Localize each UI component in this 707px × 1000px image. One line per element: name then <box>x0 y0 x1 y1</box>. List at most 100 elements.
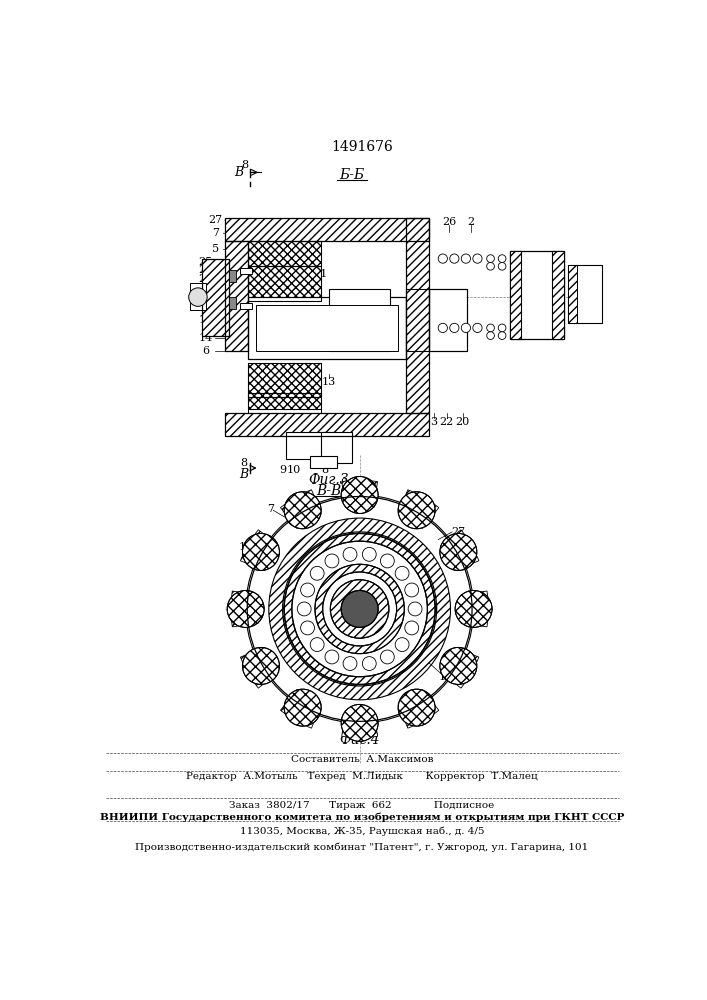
Circle shape <box>498 262 506 270</box>
Text: 13: 13 <box>439 672 453 682</box>
Bar <box>248 241 321 266</box>
Circle shape <box>380 650 395 664</box>
Circle shape <box>486 255 494 262</box>
Bar <box>406 218 429 413</box>
Circle shape <box>227 590 264 627</box>
Circle shape <box>486 262 494 270</box>
Text: 18: 18 <box>199 300 213 310</box>
Wedge shape <box>240 530 279 571</box>
Text: В: В <box>240 468 249 481</box>
Text: 21: 21 <box>570 309 584 319</box>
Circle shape <box>461 254 471 263</box>
Circle shape <box>341 704 378 741</box>
Bar <box>429 289 467 351</box>
Circle shape <box>395 566 409 580</box>
Bar <box>248 297 406 359</box>
Circle shape <box>363 657 376 670</box>
Text: 3: 3 <box>430 417 437 427</box>
Text: 113035, Москва, Ж-35, Раушская наб., д. 4/5: 113035, Москва, Ж-35, Раушская наб., д. … <box>240 827 484 836</box>
Circle shape <box>440 647 477 684</box>
Text: 8: 8 <box>322 465 329 475</box>
Bar <box>568 265 577 323</box>
Bar <box>248 266 321 301</box>
Bar <box>201 259 229 336</box>
Text: 13: 13 <box>322 377 336 387</box>
Text: 8: 8 <box>241 160 248 170</box>
Text: 7: 7 <box>212 228 219 238</box>
Text: 10: 10 <box>287 465 301 475</box>
Circle shape <box>486 332 494 339</box>
Bar <box>240 303 252 309</box>
Circle shape <box>498 255 506 262</box>
Text: 27: 27 <box>451 527 465 537</box>
Circle shape <box>473 323 482 333</box>
Circle shape <box>455 590 492 627</box>
Text: 12: 12 <box>349 350 363 360</box>
Text: 9: 9 <box>279 465 286 475</box>
Text: 17: 17 <box>298 323 312 333</box>
Wedge shape <box>398 490 439 528</box>
Circle shape <box>438 254 448 263</box>
Circle shape <box>243 533 279 570</box>
Wedge shape <box>461 591 489 627</box>
Bar <box>248 393 321 409</box>
Bar <box>248 363 321 397</box>
Bar <box>406 289 429 351</box>
Text: 16: 16 <box>199 308 213 318</box>
Bar <box>225 413 429 436</box>
Wedge shape <box>398 690 439 728</box>
Circle shape <box>341 590 378 627</box>
Text: 19: 19 <box>387 417 402 427</box>
Circle shape <box>398 689 435 726</box>
Text: 23: 23 <box>199 274 213 284</box>
Circle shape <box>473 254 482 263</box>
Circle shape <box>405 583 419 597</box>
Bar <box>406 218 429 413</box>
Bar <box>429 289 467 351</box>
Bar <box>240 268 252 274</box>
Text: 2: 2 <box>468 217 475 227</box>
Circle shape <box>284 689 321 726</box>
Text: 4: 4 <box>202 324 209 334</box>
Text: Фиг.4: Фиг.4 <box>339 733 380 747</box>
Text: 27: 27 <box>209 215 223 225</box>
Wedge shape <box>440 647 479 688</box>
Circle shape <box>310 638 324 652</box>
Wedge shape <box>341 480 378 508</box>
Bar <box>248 393 321 409</box>
Bar <box>568 265 602 323</box>
Text: 8: 8 <box>235 596 242 606</box>
Bar <box>406 289 429 351</box>
Text: 22: 22 <box>440 417 454 427</box>
Bar <box>510 251 521 339</box>
Text: 10: 10 <box>238 542 253 552</box>
Circle shape <box>450 323 459 333</box>
Text: 1: 1 <box>475 596 483 606</box>
Text: 11: 11 <box>341 726 355 736</box>
Circle shape <box>310 566 324 580</box>
Wedge shape <box>231 591 258 627</box>
Text: 25: 25 <box>199 257 213 267</box>
Text: Составитель  А.Максимов: Составитель А.Максимов <box>291 755 433 764</box>
Circle shape <box>450 254 459 263</box>
Circle shape <box>343 657 357 670</box>
Circle shape <box>243 647 279 684</box>
Circle shape <box>440 533 477 570</box>
Bar <box>552 251 563 339</box>
Bar <box>229 297 236 309</box>
Text: 5: 5 <box>212 244 219 254</box>
Text: 8: 8 <box>240 458 247 468</box>
Circle shape <box>343 547 357 561</box>
Text: 15: 15 <box>199 315 213 325</box>
Circle shape <box>300 621 315 635</box>
Text: Производственно-издательский комбинат "Патент", г. Ужгород, ул. Гагарина, 101: Производственно-издательский комбинат "П… <box>135 843 588 852</box>
Bar <box>225 218 429 241</box>
Text: 26: 26 <box>442 217 456 227</box>
Bar <box>248 266 321 277</box>
Circle shape <box>498 332 506 339</box>
Text: 9: 9 <box>341 478 348 488</box>
Text: 14: 14 <box>199 333 213 343</box>
Circle shape <box>438 323 448 333</box>
Wedge shape <box>240 647 279 688</box>
Circle shape <box>498 324 506 332</box>
